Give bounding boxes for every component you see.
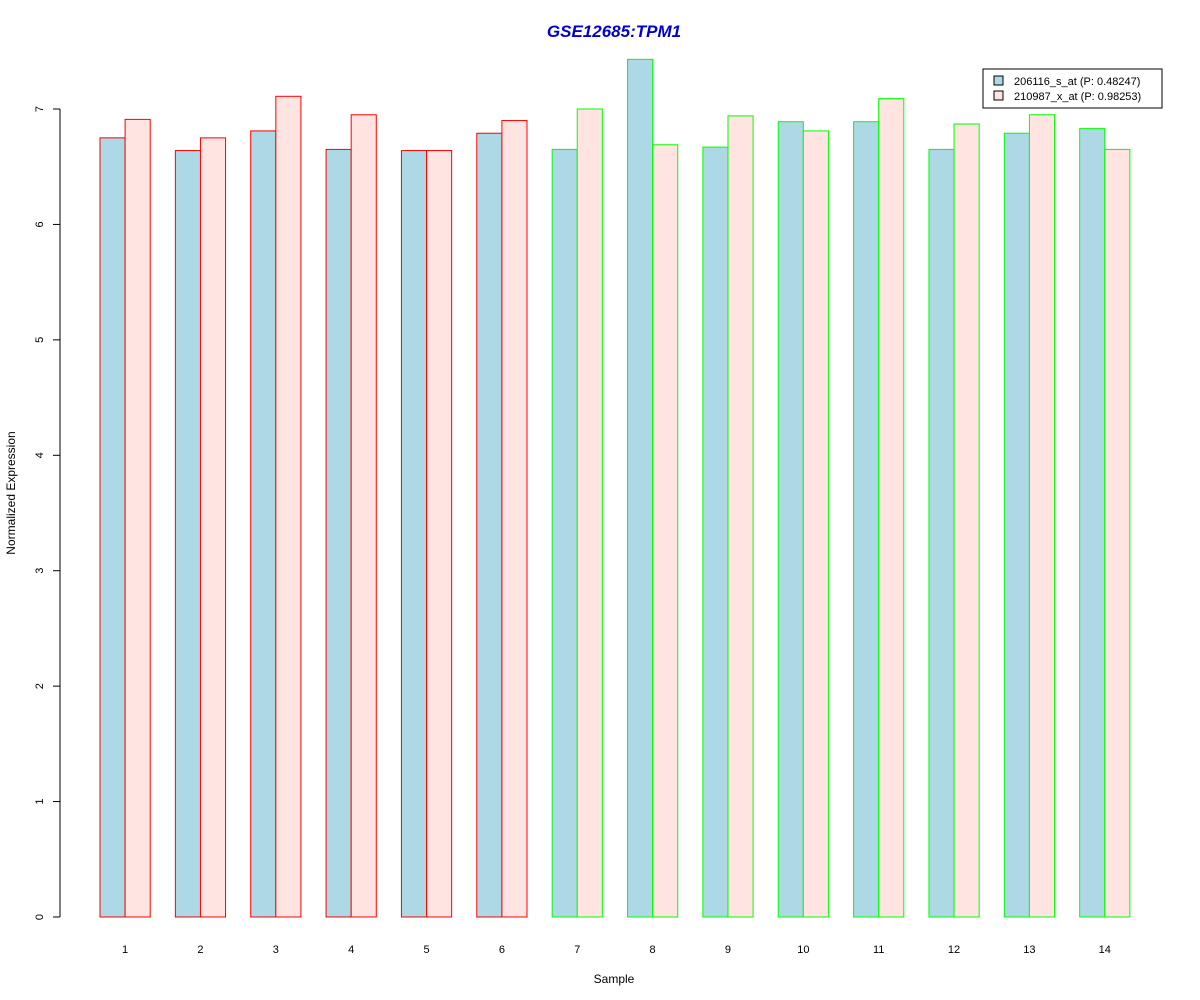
legend-entry-206116: 206116_s_at (P: 0.48247)	[1014, 76, 1140, 88]
bar-sample-3-series-1	[250, 130, 277, 918]
y-tick-label-7: 7	[34, 106, 46, 112]
bar-sample-5-series-1	[400, 150, 428, 918]
bar-sample-13-series-2	[1028, 114, 1056, 918]
bar-sample-10-series-2	[802, 130, 829, 918]
legend: 206116_s_at (P: 0.48247) 210987_x_at (P:…	[982, 68, 1163, 109]
x-tick-label-11: 11	[873, 944, 884, 956]
x-tick-label-12: 12	[948, 944, 960, 956]
bar-sample-14-series-2	[1104, 148, 1131, 918]
x-tick-label-8: 8	[650, 944, 656, 956]
x-tick-label-1: 1	[122, 944, 128, 956]
y-tick-label-5: 5	[34, 337, 46, 343]
legend-swatch-210987	[993, 90, 1004, 101]
y-tick-label-3: 3	[34, 568, 46, 574]
bar-sample-8-series-1	[627, 58, 654, 918]
bar-sample-11-series-1	[853, 121, 880, 918]
bar-sample-6-series-1	[476, 132, 503, 918]
x-tick-label-2: 2	[197, 944, 203, 956]
bar-sample-7-series-1	[551, 148, 578, 918]
bar-sample-5-series-2	[426, 150, 453, 918]
x-axis-labels: 1 2 3 4 5 6 7 8 9 10 11 12 13 14	[122, 944, 1111, 956]
x-tick-label-9: 9	[725, 944, 731, 956]
chart-title: GSE12685:TPM1	[547, 22, 681, 41]
y-tick-label-2: 2	[34, 683, 46, 689]
x-tick-label-14: 14	[1099, 944, 1111, 956]
y-tick-label-6: 6	[34, 221, 46, 227]
y-tick-label-1: 1	[34, 799, 46, 805]
x-tick-label-4: 4	[348, 944, 354, 956]
bar-sample-9-series-2	[727, 115, 754, 918]
x-tick-label-13: 13	[1023, 944, 1035, 956]
y-tick-label-0: 0	[34, 914, 46, 920]
bar-sample-10-series-1	[777, 121, 804, 918]
x-tick-label-3: 3	[273, 944, 279, 956]
bar-sample-2-series-1	[174, 150, 201, 918]
y-tick-label-4: 4	[34, 452, 46, 458]
bar-sample-2-series-2	[199, 137, 227, 918]
y-axis: 0 1 2 3 4 5 6 7	[34, 106, 61, 920]
bar-sample-1-series-2	[124, 118, 151, 918]
bar-sample-12-series-1	[928, 148, 955, 918]
bar-sample-7-series-2	[576, 108, 603, 918]
bar-sample-9-series-1	[702, 146, 729, 918]
bar-sample-11-series-2	[878, 98, 905, 918]
x-tick-label-5: 5	[423, 944, 429, 956]
bar-sample-8-series-2	[652, 144, 679, 918]
x-tick-label-10: 10	[797, 944, 809, 956]
bar-sample-6-series-2	[501, 120, 528, 918]
bar-sample-13-series-1	[1003, 132, 1030, 918]
y-axis-label: Normalized Expression	[4, 431, 18, 554]
x-tick-label-7: 7	[574, 944, 580, 956]
x-tick-label-6: 6	[499, 944, 505, 956]
legend-swatch-206116	[993, 75, 1004, 86]
legend-entry-210987: 210987_x_at (P: 0.98253)	[1014, 91, 1141, 103]
bars-group	[99, 58, 1131, 918]
legend-box	[982, 68, 1163, 109]
bar-sample-4-series-1	[325, 148, 352, 918]
bar-sample-12-series-2	[953, 123, 980, 918]
bar-sample-1-series-1	[99, 137, 126, 918]
bar-sample-14-series-1	[1079, 128, 1106, 918]
x-axis-label: Sample	[594, 972, 635, 986]
bar-sample-3-series-2	[275, 95, 302, 918]
bar-sample-4-series-2	[350, 114, 377, 918]
